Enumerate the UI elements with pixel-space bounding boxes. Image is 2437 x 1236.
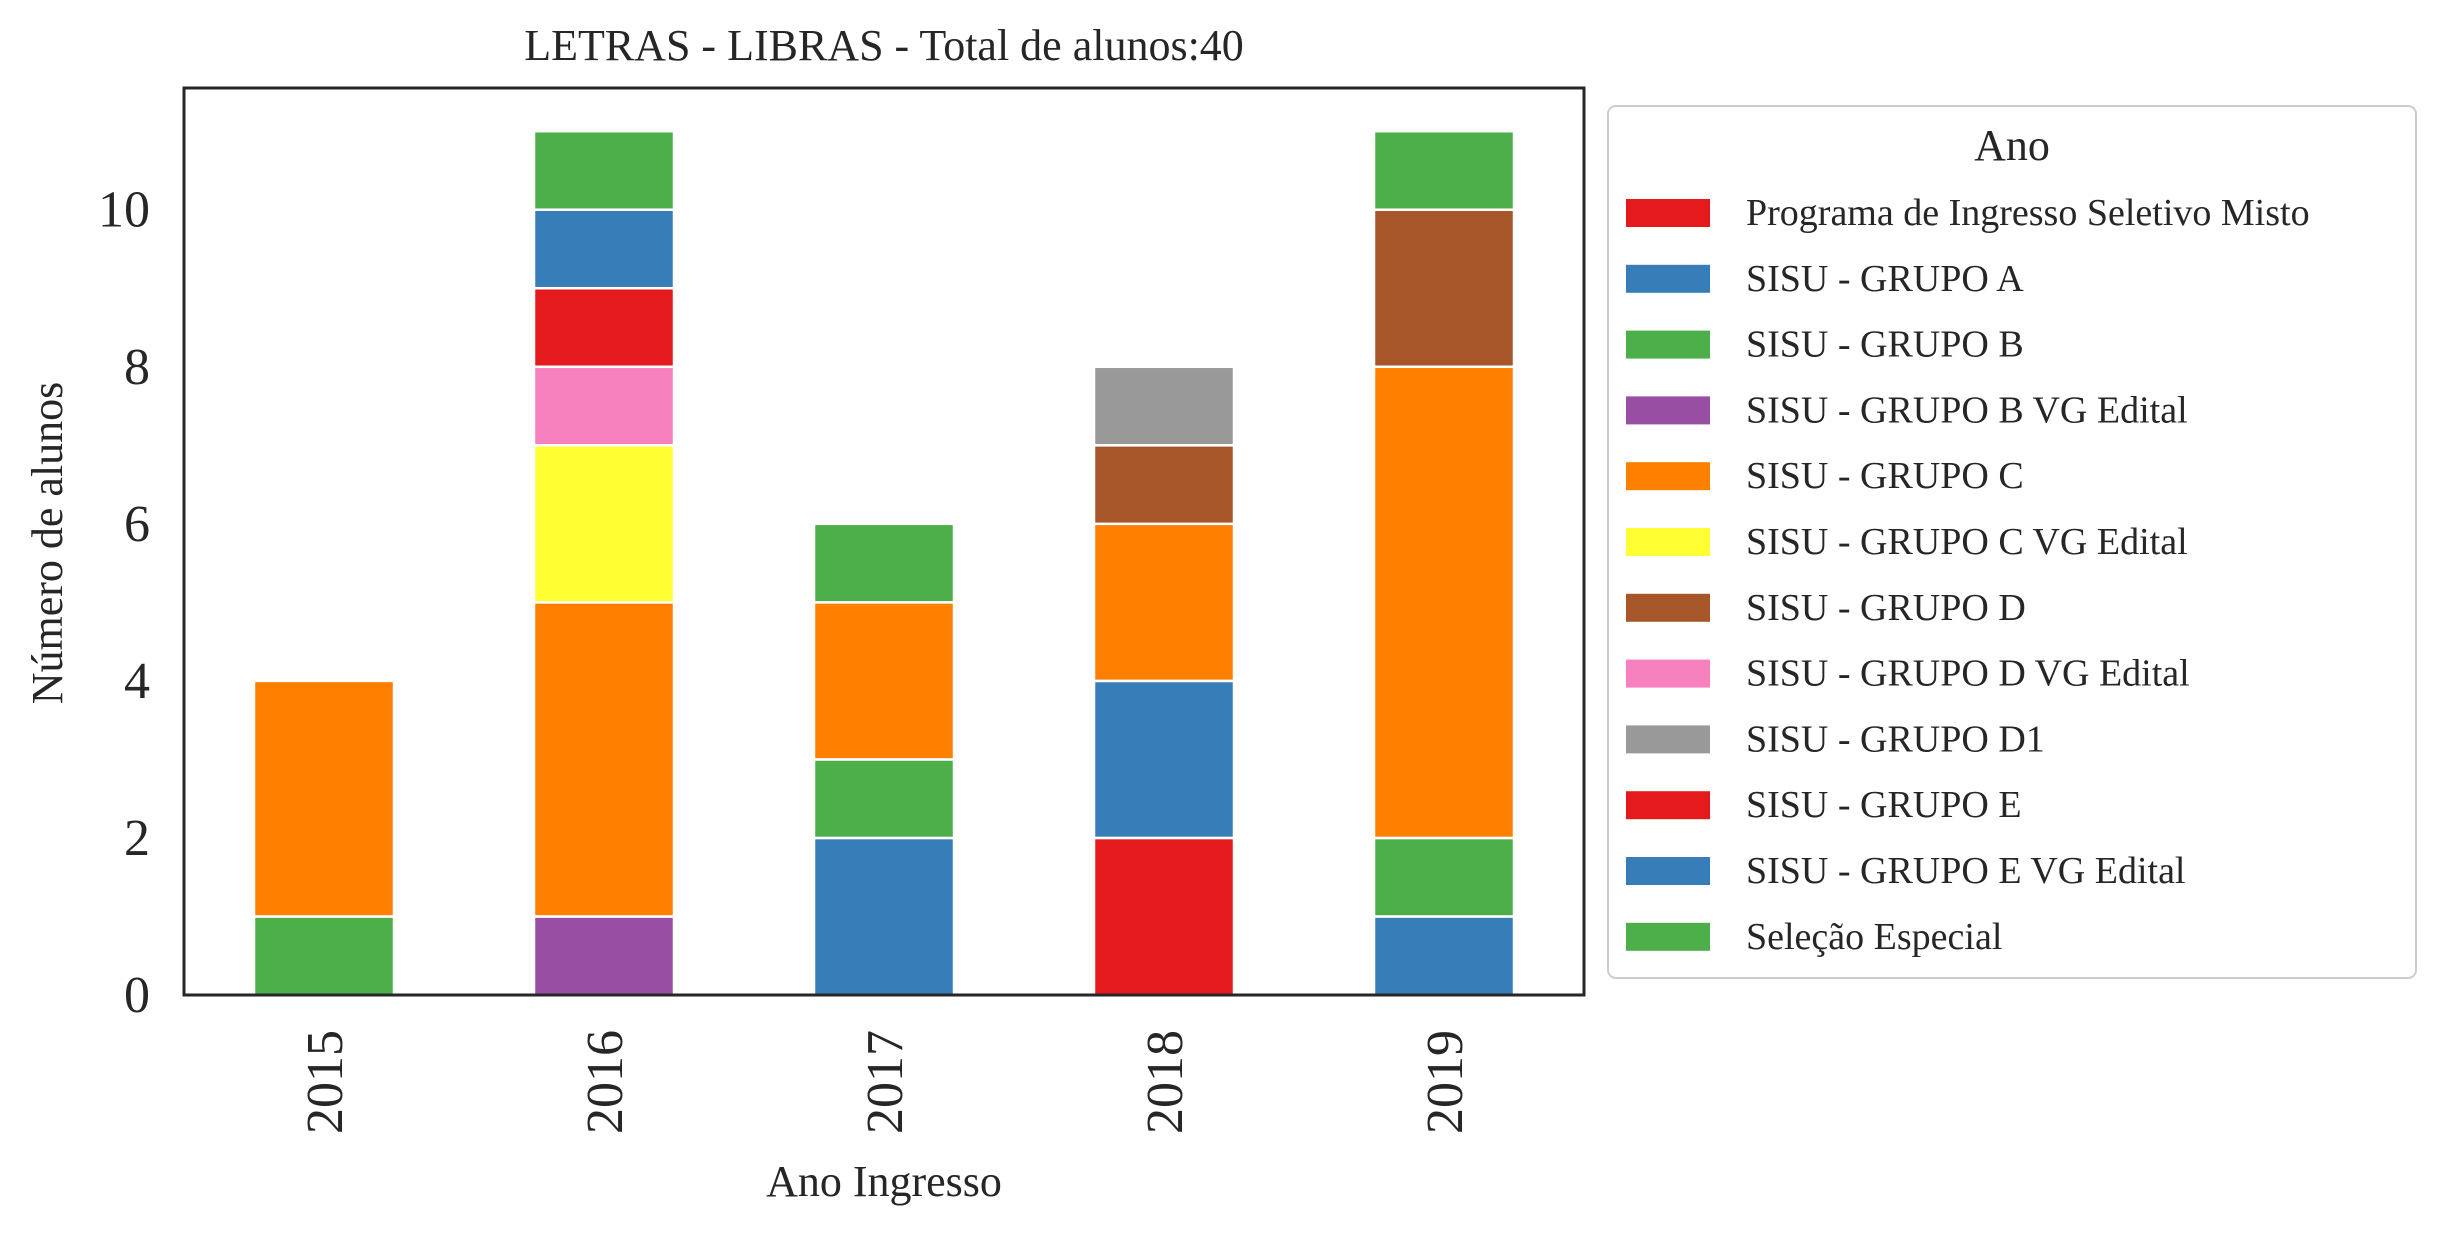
bars-layer: [252, 129, 1516, 997]
plot-frame: [182, 86, 1586, 997]
legend-label: SISU - GRUPO A: [1746, 258, 2024, 300]
legend-label: SISU - GRUPO D VG Edital: [1746, 653, 2190, 695]
bar-segment-2018-6: [1092, 444, 1236, 526]
legend-swatch: [1626, 199, 1710, 227]
bar-segment-2019-6: [1372, 208, 1516, 369]
x-tick-label: 2016: [577, 1030, 634, 1134]
bar-segment-2016-3: [532, 915, 676, 997]
bar-segment-2017-11: [812, 522, 956, 604]
bar-segment-2016-5: [532, 444, 676, 604]
bar-segment-2019-4: [1372, 365, 1516, 840]
bar-segment-2016-7: [532, 365, 676, 447]
x-axis-label: Ano Ingresso: [766, 1157, 1002, 1206]
bar-segment-2018-8: [1092, 365, 1236, 447]
bar-segment-2016-10: [532, 208, 676, 290]
bar-segment-2018-0: [1092, 836, 1236, 997]
legend-label: SISU - GRUPO E VG Edital: [1746, 850, 2186, 892]
legend-label: SISU - GRUPO B VG Edital: [1746, 389, 2188, 431]
bar-segment-2019-11: [1372, 129, 1516, 211]
legend-items: Programa de Ingresso Seletivo Misto SISU …: [1626, 192, 2310, 958]
y-tick-label: 2: [124, 810, 150, 867]
legend: Ano Programa de Ingresso Seletivo Misto S…: [1607, 105, 2417, 979]
legend-frame: [1607, 105, 2417, 979]
legend-label: SISU - GRUPO C VG Edital: [1746, 521, 2188, 563]
x-tick-label: 2018: [1137, 1030, 1194, 1134]
bar-segment-2017-2: [812, 758, 956, 840]
y-axis-label: Número de alunos: [23, 382, 72, 705]
legend-label: SISU - GRUPO B: [1746, 324, 2024, 366]
bar-segment-2017-1: [812, 836, 956, 997]
legend-label: SISU - GRUPO D: [1746, 587, 2026, 629]
bar-segment-2019-1: [1372, 915, 1516, 997]
legend-swatch: [1626, 857, 1710, 885]
bar-segment-2019-2: [1372, 836, 1516, 918]
legend-swatch: [1626, 791, 1710, 820]
y-tick-label: 4: [124, 653, 150, 710]
legend-swatch: [1626, 922, 1710, 951]
legend-label: SISU - GRUPO E: [1746, 784, 2022, 826]
bar-segment-2018-4: [1092, 522, 1236, 683]
legend-label: Seleção Especial: [1746, 916, 2002, 958]
legend-swatch: [1626, 330, 1710, 359]
x-tick-label: 2015: [297, 1030, 354, 1134]
y-tick-label: 8: [124, 339, 150, 396]
y-tick-label: 6: [124, 496, 150, 553]
legend-swatch: [1626, 264, 1710, 293]
legend-swatch: [1626, 462, 1710, 491]
legend-label: SISU - GRUPO C: [1746, 455, 2024, 497]
legend-swatch: [1626, 725, 1710, 754]
legend-swatch: [1626, 659, 1710, 688]
legend-swatch: [1626, 396, 1710, 425]
legend-label: SISU - GRUPO D1: [1746, 718, 2045, 760]
bar-segment-2015-4: [252, 679, 396, 918]
legend-label: Programa de Ingresso Seletivo Misto: [1746, 192, 2310, 234]
legend-swatch: [1626, 593, 1710, 622]
legend-title: Ano: [1974, 121, 2050, 170]
bar-segment-2018-1: [1092, 679, 1236, 840]
y-tick-label: 10: [98, 182, 150, 239]
bar-segment-2016-4: [532, 601, 676, 918]
x-tick-label: 2019: [1417, 1030, 1474, 1134]
y-axis-ticks: 0 2 4 6 8 10: [98, 182, 150, 1024]
bar-segment-2016-11: [532, 129, 676, 211]
x-tick-label: 2017: [857, 1030, 914, 1134]
bar-segment-2016-9: [532, 286, 676, 369]
chart-title: LETRAS - LIBRAS - Total de alunos:40: [524, 21, 1244, 70]
bar-segment-2015-2: [252, 915, 396, 997]
y-tick-label: 0: [124, 967, 150, 1024]
bar-segment-2017-4: [812, 601, 956, 761]
x-axis-ticks: 2015 2016 2017 2018 2019: [297, 1030, 1474, 1134]
legend-swatch: [1626, 528, 1710, 556]
